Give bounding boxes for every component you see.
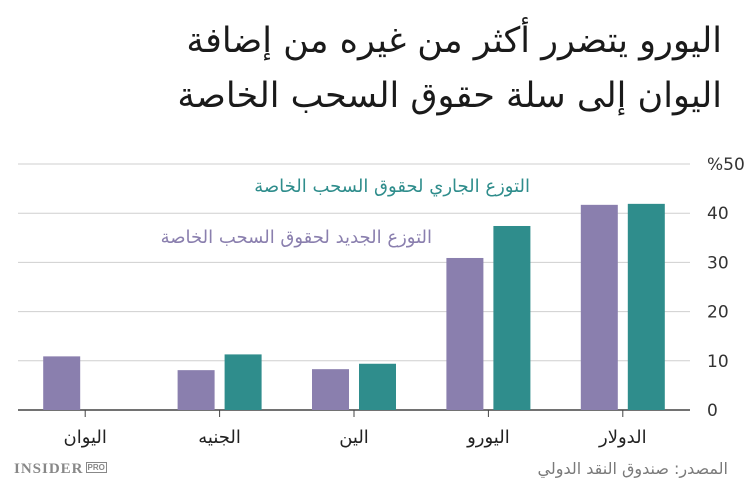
bar-current-distribution [493,225,531,410]
chart-title: اليورو يتضرر أكثر من غيره من إضافة اليوا… [177,21,722,116]
bar-new-distribution [177,370,215,410]
x-tick-label: اليورو [466,427,510,448]
y-tick-label: 40 [707,204,729,224]
y-tick-label: 20 [707,303,729,323]
x-tick-label: الجنيه [198,427,241,448]
bar-new-distribution [446,257,484,410]
bar-new-distribution [312,369,349,410]
y-tick-label: 10 [707,352,729,372]
y-tick-label: 30 [707,253,729,273]
y-tick-label: %50 [707,155,745,175]
bar-current-distribution [359,363,396,410]
logo-pro-badge: PRO [85,462,107,473]
legend-current-distribution: التوزع الجاري لحقوق السحب الخاصة [254,176,530,197]
source-note: المصدر: صندوق النقد الدولي [537,459,728,478]
x-tick-label: الين [339,427,369,448]
bar-current-distribution [224,354,262,410]
bar-new-distribution [43,356,81,410]
y-tick-label: 0 [707,401,718,421]
bar-new-distribution [580,204,618,410]
x-tick-label: الدولار [598,427,647,448]
insider-pro-logo: INSIDER PRO [14,461,107,478]
logo-text: INSIDER [14,461,84,477]
legend-new-distribution: التوزع الجديد لحقوق السحب الخاصة [160,227,432,248]
bar-current-distribution [627,203,665,410]
x-tick-label: اليوان [63,427,106,448]
